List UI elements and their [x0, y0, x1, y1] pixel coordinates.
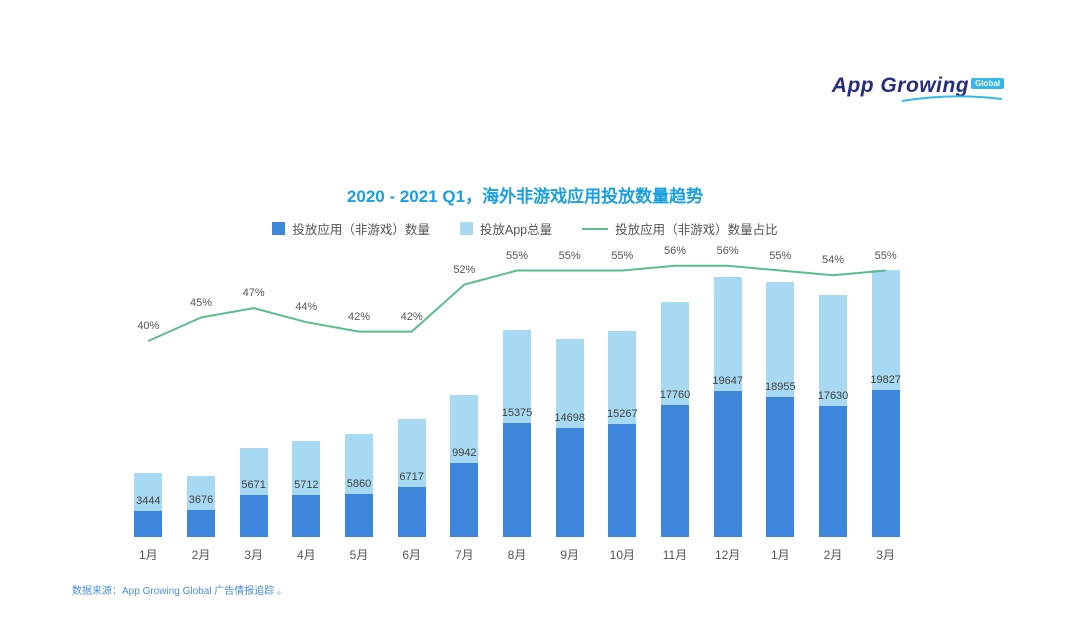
bar-nongame-apps	[871, 390, 900, 537]
bar-nongame-apps	[292, 494, 321, 537]
pct-label: 40%	[137, 320, 160, 332]
logo-text: App Growing	[831, 74, 970, 97]
pct-label: 47%	[242, 287, 265, 300]
bar-value-label: 15375	[501, 407, 533, 420]
bar-nongame-apps	[819, 406, 847, 537]
x-axis-label: 3月	[876, 548, 895, 562]
bar-value-label: 6717	[399, 471, 424, 484]
bar-value-label: 9942	[452, 447, 477, 460]
bar-value-label: 5860	[346, 477, 372, 490]
legend-item: 投放App总量	[459, 219, 553, 238]
pct-label: 52%	[453, 263, 476, 276]
legend-item: 投放应用（非游戏）数量	[272, 219, 430, 238]
pct-label: 55%	[874, 249, 897, 262]
pct-label: 44%	[295, 301, 318, 314]
x-axis-label: 2月	[823, 548, 843, 562]
bar-nongame-apps	[503, 423, 531, 537]
bar-nongame-apps	[450, 463, 479, 537]
pct-label: 54%	[821, 254, 845, 267]
x-axis-label: 11月	[662, 548, 688, 562]
x-axis-label: 10月	[609, 548, 635, 562]
x-axis-label: 5月	[349, 548, 369, 562]
source-note: 数据来源：App Growing Global 广告情报追踪 。	[72, 586, 288, 597]
x-axis-label: 3月	[244, 548, 263, 562]
legend-label: 投放应用（非游戏）数量	[292, 223, 430, 237]
pct-label: 42%	[347, 310, 371, 323]
bar-nongame-apps	[766, 396, 795, 537]
legend: 投放应用（非游戏）数量 投放App总量 投放应用（非游戏）数量占比	[0, 219, 1050, 238]
x-axis-label: 7月	[454, 548, 474, 562]
bar-nongame-apps	[661, 405, 689, 537]
pct-label: 42%	[400, 310, 423, 323]
appgrowing-logo: App Growing Global	[832, 74, 1004, 103]
bar-nongame-apps	[397, 487, 426, 537]
bar-nongame-apps	[555, 428, 584, 537]
bar-value-label: 15267	[607, 407, 638, 420]
x-axis-label: 1月	[138, 548, 158, 562]
legend-label: 投放应用（非游戏）数量占比	[615, 223, 778, 237]
bar-value-label: 5671	[241, 478, 266, 491]
bar-value-label: 19647	[712, 375, 743, 388]
chart-title: 2020 - 2021 Q1，海外非游戏应用投放数量趋势	[346, 187, 704, 206]
logo-global-badge: Global	[971, 77, 1004, 89]
bar-nongame-apps	[187, 509, 215, 537]
x-axis-label: 12月	[714, 548, 741, 562]
bar-value-label: 3676	[188, 493, 214, 506]
bar-nongame-apps	[134, 511, 163, 537]
bar-nongame-apps	[608, 423, 637, 537]
bar-value-label: 3444	[136, 495, 161, 508]
x-axis-label: 8月	[507, 548, 527, 562]
pct-label: 55%	[611, 249, 634, 262]
x-axis-label: 4月	[296, 548, 316, 562]
bar-value-label: 17760	[659, 389, 691, 402]
pct-label: 56%	[663, 244, 687, 257]
bar-nongame-apps	[713, 391, 742, 537]
legend-swatch-icon	[459, 222, 473, 235]
bar-value-label: 19827	[870, 374, 901, 387]
pct-label: 55%	[769, 249, 792, 262]
x-axis-label: 1月	[770, 548, 790, 562]
bar-value-label: 5712	[294, 478, 319, 491]
legend-swatch-icon	[272, 222, 286, 235]
bar-value-label: 17630	[817, 390, 849, 403]
legend-label: 投放App总量	[479, 223, 553, 237]
bar-value-label: 18955	[765, 380, 796, 393]
pct-label: 55%	[505, 249, 529, 262]
legend-line-marker	[582, 227, 609, 230]
x-axis-label: 2月	[191, 548, 211, 562]
bar-nongame-apps	[345, 493, 373, 537]
pct-label: 55%	[558, 249, 581, 262]
legend-item: 投放应用（非游戏）数量占比	[582, 219, 778, 238]
bar-value-label: 14698	[554, 412, 585, 425]
pct-label: 45%	[189, 296, 213, 309]
bar-nongame-apps	[239, 494, 268, 537]
logo-swoosh-icon	[901, 95, 1003, 102]
x-axis-label: 6月	[402, 548, 421, 562]
pct-label: 56%	[716, 244, 739, 257]
x-axis-label: 9月	[560, 548, 579, 562]
